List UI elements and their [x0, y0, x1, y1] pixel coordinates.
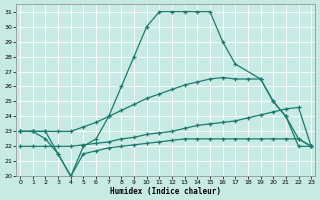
X-axis label: Humidex (Indice chaleur): Humidex (Indice chaleur) — [110, 187, 221, 196]
